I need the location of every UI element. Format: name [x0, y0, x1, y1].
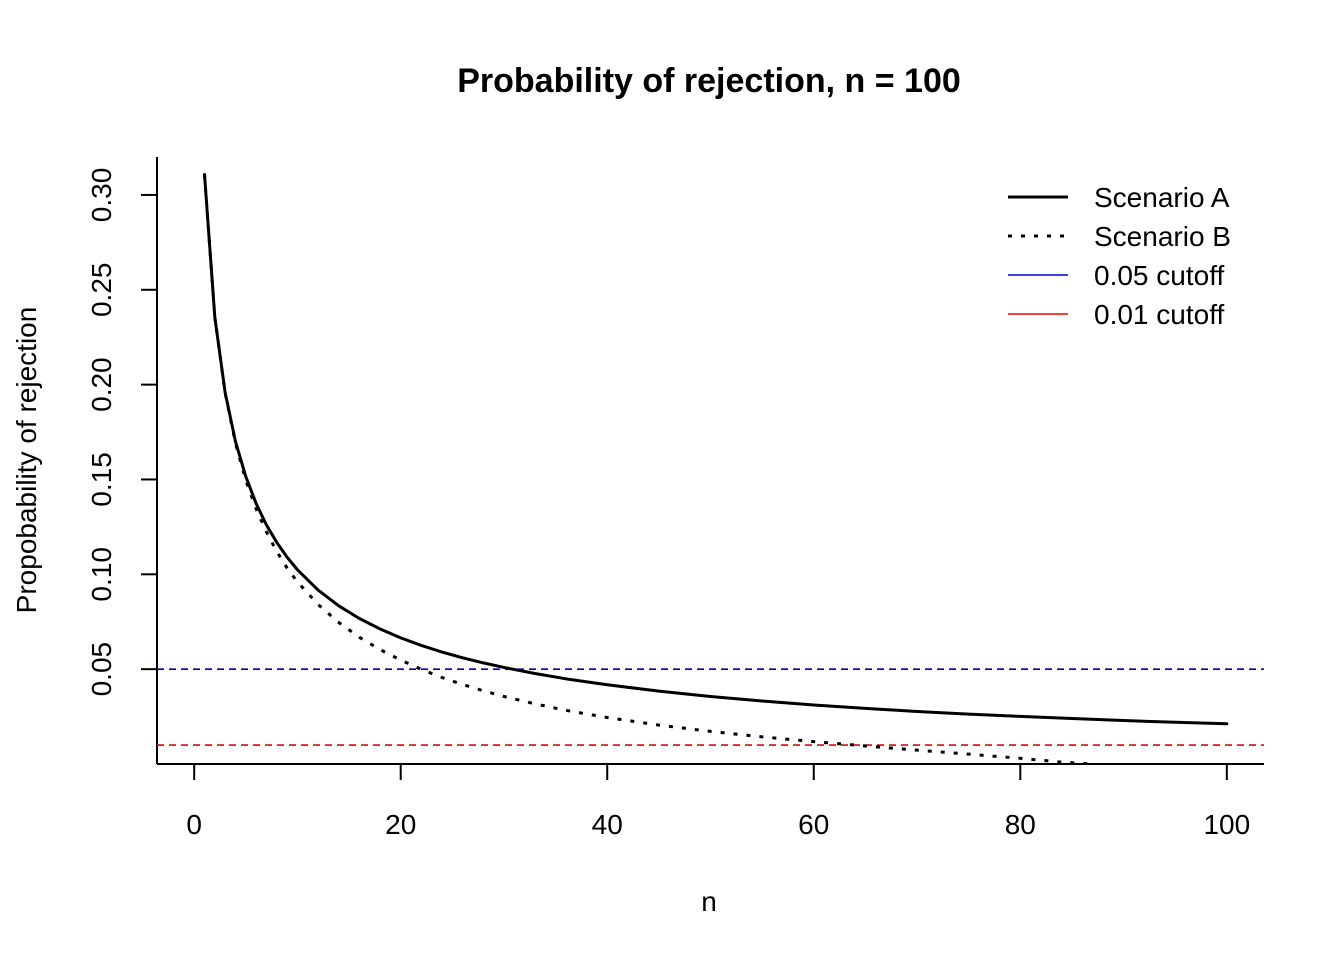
series-line-scenario-a	[203, 172, 1229, 726]
y-tick-label: 0.15	[86, 452, 117, 507]
legend-label-scenario-a: Scenario A	[1094, 182, 1230, 213]
x-tick-label: 40	[592, 809, 623, 840]
legend-label-0-05-cutoff: 0.05 cutoff	[1094, 260, 1224, 291]
axes-layer: 0 20 40 60 80 100 0.05 0.10 0.15 0.20 0.25 0.30	[86, 157, 1264, 840]
series-line-scenario-b	[203, 174, 1093, 766]
y-tick-label: 0.10	[86, 547, 117, 602]
y-tick-label: 0.05	[86, 642, 117, 697]
x-axis-label: n	[701, 886, 717, 917]
legend: Scenario A Scenario B 0.05 cutoff 0.01 cuto…	[1008, 182, 1231, 330]
y-tick-label: 0.30	[86, 168, 117, 223]
chart-title: Probability of rejection, n = 100	[457, 62, 961, 100]
x-tick-label: 0	[186, 809, 202, 840]
reference-lines-layer	[157, 668, 1264, 746]
x-tick-label: 20	[385, 809, 416, 840]
y-tick-label: 0.20	[86, 357, 117, 412]
legend-label-scenario-b: Scenario B	[1094, 221, 1231, 252]
legend-label-0-01-cutoff: 0.01 cutoff	[1094, 299, 1224, 330]
x-tick-label: 80	[1005, 809, 1036, 840]
x-tick-label: 60	[798, 809, 829, 840]
series-layer	[203, 172, 1229, 766]
y-tick-label: 0.25	[86, 263, 117, 318]
y-axis-label: Propobability of rejection	[11, 307, 42, 614]
x-tick-label: 100	[1203, 809, 1250, 840]
